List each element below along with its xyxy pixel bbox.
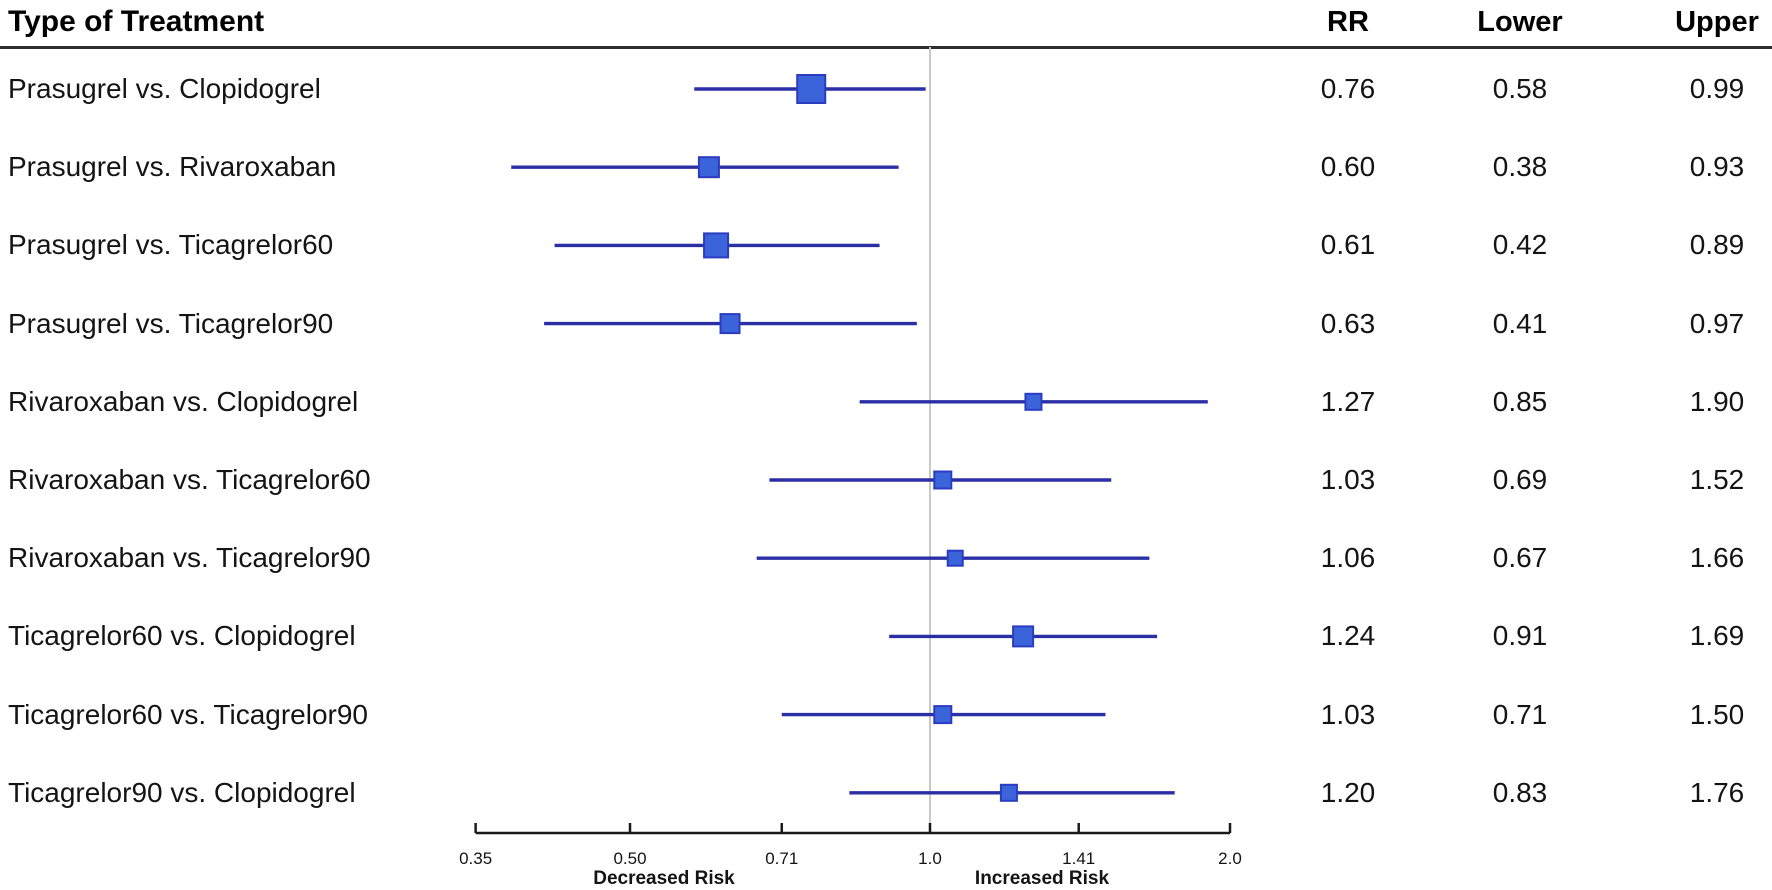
effect-estimate-marker — [999, 783, 1018, 802]
x-axis-tick-label: 0.71 — [765, 849, 798, 868]
upper-ci-value: 0.89 — [1689, 229, 1745, 261]
lower-ci-value: 0.91 — [1492, 620, 1548, 652]
treatment-comparison-label: Rivaroxaban vs. Ticagrelor60 — [8, 464, 371, 495]
rr-value: 0.60 — [1320, 151, 1376, 183]
column-header-rr: RR — [1327, 6, 1369, 38]
upper-ci-value: 0.99 — [1689, 73, 1745, 104]
rr-value: 1.20 — [1320, 776, 1376, 808]
column-header-treatment: Type of Treatment — [8, 5, 265, 38]
upper-ci-value: 1.66 — [1689, 542, 1745, 574]
upper-ci-value: 1.52 — [1689, 464, 1745, 495]
effect-estimate-marker — [703, 232, 730, 259]
effect-estimate-marker — [933, 705, 953, 725]
effect-estimate-marker — [697, 156, 720, 179]
upper-ci-value: 0.93 — [1689, 151, 1745, 183]
treatment-comparison-label: Prasugrel vs. Ticagrelor90 — [8, 307, 334, 339]
x-axis-tick-label: 1.41 — [1062, 849, 1095, 868]
rr-value: 0.61 — [1320, 229, 1376, 261]
rr-value: 1.06 — [1320, 542, 1376, 574]
treatment-comparison-label: Rivaroxaban vs. Ticagrelor90 — [8, 542, 371, 574]
treatment-comparison-label: Ticagrelor60 vs. Ticagrelor90 — [8, 698, 369, 730]
upper-ci-value: 0.97 — [1689, 307, 1745, 339]
x-axis-tick-label: 1.0 — [918, 849, 942, 868]
rr-value: 0.63 — [1320, 307, 1376, 339]
effect-estimate-marker — [796, 74, 827, 104]
x-axis-tick-label: 0.35 — [459, 849, 492, 868]
rr-value: 1.03 — [1320, 464, 1376, 495]
upper-ci-value: 1.69 — [1689, 620, 1745, 652]
treatment-comparison-label: Prasugrel vs. Rivaroxaban — [8, 151, 337, 183]
effect-estimate-marker — [719, 313, 741, 335]
treatment-comparison-label: Prasugrel vs. Ticagrelor60 — [8, 229, 334, 261]
column-header-upper: Upper — [1675, 6, 1759, 38]
treatment-comparison-label: Rivaroxaban vs. Clopidogrel — [8, 385, 359, 417]
rr-value: 0.76 — [1320, 73, 1376, 104]
rr-value: 1.24 — [1320, 620, 1376, 652]
axis-label-decreased-risk: Decreased Risk — [593, 868, 735, 889]
lower-ci-value: 0.38 — [1492, 151, 1548, 183]
upper-ci-value: 1.50 — [1689, 698, 1745, 730]
treatment-comparison-label: Ticagrelor60 vs. Clopidogrel — [8, 620, 356, 652]
treatment-comparison-label: Prasugrel vs. Clopidogrel — [8, 73, 321, 104]
effect-estimate-marker — [1024, 392, 1043, 411]
lower-ci-value: 0.83 — [1492, 776, 1548, 808]
upper-ci-value: 1.76 — [1689, 776, 1745, 808]
lower-ci-value: 0.58 — [1492, 73, 1548, 104]
rr-value: 1.27 — [1320, 385, 1376, 417]
rr-value: 1.03 — [1320, 698, 1376, 730]
lower-ci-value: 0.42 — [1492, 229, 1548, 261]
lower-ci-value: 0.41 — [1492, 307, 1548, 339]
effect-estimate-marker — [946, 549, 964, 567]
effect-estimate-marker — [933, 470, 953, 490]
axis-label-increased-risk: Increased Risk — [975, 868, 1110, 889]
column-header-lower: Lower — [1477, 6, 1563, 38]
lower-ci-value: 0.69 — [1492, 464, 1548, 495]
upper-ci-value: 1.90 — [1689, 385, 1745, 417]
x-axis-tick-label: 0.50 — [613, 849, 646, 868]
header-divider-line — [0, 46, 1772, 49]
lower-ci-value: 0.71 — [1492, 698, 1548, 730]
treatment-comparison-label: Ticagrelor90 vs. Clopidogrel — [8, 776, 356, 808]
lower-ci-value: 0.85 — [1492, 385, 1548, 417]
effect-estimate-marker — [1012, 625, 1035, 648]
lower-ci-value: 0.67 — [1492, 542, 1548, 574]
x-axis-tick-label: 2.0 — [1218, 849, 1242, 868]
